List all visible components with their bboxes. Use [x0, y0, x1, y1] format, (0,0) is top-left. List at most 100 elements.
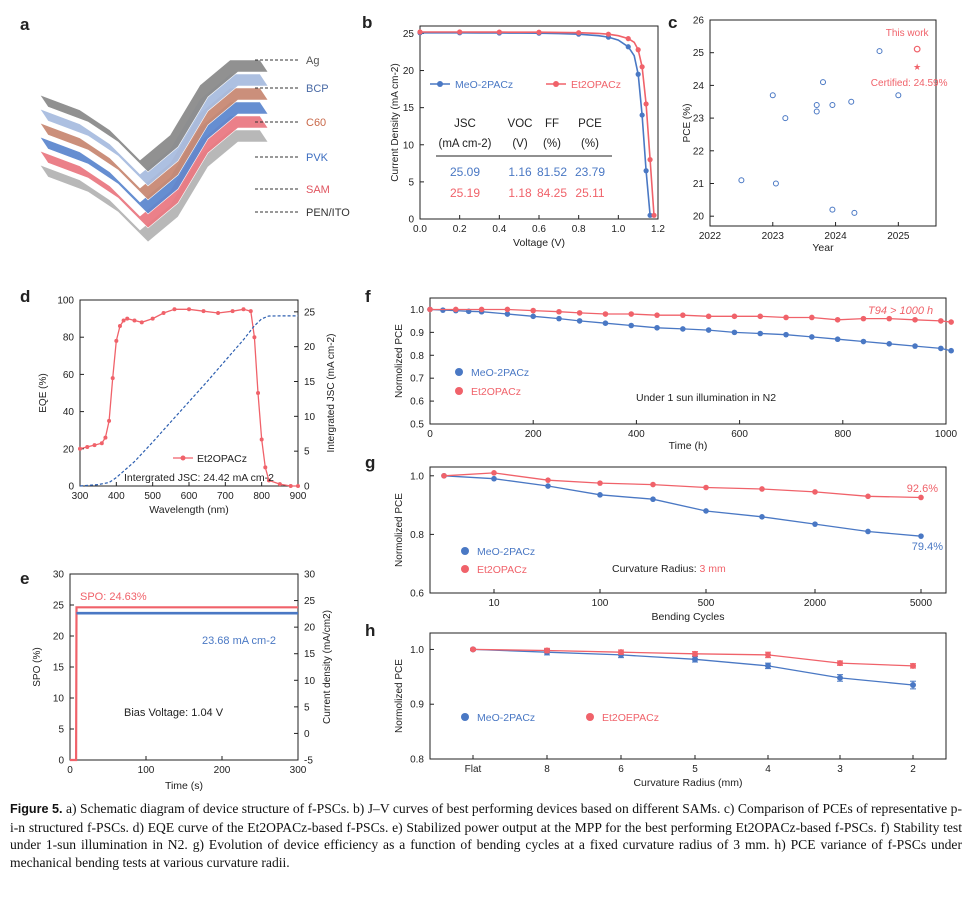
- eqe-point: [132, 318, 137, 323]
- legend-marker: [455, 387, 463, 395]
- data-point: [597, 480, 603, 486]
- data-point: [417, 29, 423, 35]
- x-tick-label: 500: [698, 598, 715, 609]
- x-tick-label: 400: [628, 429, 645, 440]
- scatter-point: [820, 79, 826, 86]
- y-tick-label: 1.0: [410, 305, 424, 316]
- series-line: [443, 475, 922, 537]
- data-point: [643, 101, 649, 107]
- eqe-point: [107, 418, 112, 423]
- data-point: [860, 338, 867, 345]
- data-point: [812, 489, 818, 495]
- eqe-line: [79, 308, 298, 487]
- x-tick-label: 0: [427, 429, 433, 440]
- data-point: [651, 212, 657, 218]
- x-axis-title: Time (h): [669, 440, 708, 452]
- y-tick-label: 25: [403, 29, 415, 40]
- y-tick-label: 0: [304, 482, 310, 493]
- x-axis-title: Voltage (V): [513, 237, 565, 249]
- x-tick-label: 700: [217, 491, 234, 502]
- eqe-point: [114, 338, 119, 343]
- data-point: [680, 326, 686, 332]
- layer-2: [39, 87, 269, 201]
- legend-marker: [180, 455, 186, 461]
- x-tick-label: 2023: [762, 231, 785, 242]
- data-point: [948, 347, 954, 354]
- eqe-point: [296, 484, 300, 488]
- layer-label: BCP: [306, 83, 329, 95]
- y-tick-label: 23: [693, 114, 705, 125]
- data-point: [834, 316, 841, 323]
- y-tick-label: 10: [304, 412, 316, 423]
- eqe-point: [266, 478, 271, 483]
- scatter-point: [738, 177, 745, 184]
- y-tick-label: 25: [304, 307, 316, 318]
- x-tick-label: 200: [214, 765, 231, 776]
- y-tick-label: 0.5: [410, 420, 424, 431]
- data-point: [680, 312, 686, 318]
- panel-letter: c: [668, 13, 677, 32]
- data-point: [491, 475, 497, 482]
- y-tick-label: 5: [408, 177, 414, 188]
- scatter-point: [851, 209, 858, 216]
- y-tick-label: 25: [304, 596, 316, 607]
- y-axis-title: Current Density (mA cm-2): [390, 63, 401, 181]
- caption-label: Figure 5.: [10, 802, 63, 816]
- y-tick-label: 0: [304, 729, 310, 740]
- data-point: [496, 29, 502, 35]
- data-point: [765, 662, 771, 669]
- data-point: [860, 315, 867, 322]
- certified-label: Certified: 24.59%: [871, 78, 948, 89]
- y-tick-label: 0.9: [410, 700, 424, 711]
- series-line: [430, 308, 952, 323]
- eqe-point: [139, 320, 144, 325]
- eqe-point: [150, 316, 155, 321]
- data-point: [544, 647, 550, 654]
- data-point: [918, 494, 924, 501]
- y2-axis-title: Intergrated JSC (mA cm-2): [326, 334, 337, 453]
- x-tick-label: 0.6: [532, 224, 546, 235]
- data-point: [731, 329, 738, 336]
- data-point: [918, 533, 924, 539]
- panel-letter: h: [365, 621, 375, 640]
- eqe-point: [103, 435, 108, 440]
- spo-label: SPO: 24.63%: [80, 591, 147, 603]
- panel-letter: g: [365, 453, 375, 472]
- eqe-point: [121, 318, 126, 323]
- y-tick-label: 5: [304, 447, 310, 458]
- data-point: [757, 313, 764, 320]
- x-tick-label: 1000: [935, 429, 958, 440]
- x-tick-label: 5000: [910, 598, 933, 609]
- x-tick-label: 2022: [699, 231, 722, 242]
- y-tick-label: 21: [693, 179, 705, 190]
- layer-5: [39, 129, 269, 243]
- x-tick-label: 10: [488, 598, 500, 609]
- layer-0: [39, 59, 269, 173]
- scatter-point: [769, 92, 776, 99]
- y-tick-label: 26: [693, 16, 705, 27]
- legend-marker: [455, 368, 463, 376]
- data-point: [639, 112, 645, 118]
- y-tick-label: 5: [304, 702, 310, 713]
- x-axis-title: Curvature Radius (mm): [633, 777, 742, 789]
- legend-label: MeO-2PACz: [477, 712, 535, 724]
- eqe-point: [85, 444, 90, 449]
- y-tick-label: 10: [304, 676, 316, 687]
- layer-3: [39, 101, 269, 215]
- stability-condition: Under 1 sun illumination in N2: [636, 392, 776, 404]
- legend-label: Et2OPACz: [571, 79, 621, 91]
- legend-label: MeO-2PACz: [455, 79, 513, 91]
- table-cell: 23.79: [575, 165, 605, 179]
- x-tick-label: 0: [67, 765, 73, 776]
- data-point: [618, 649, 624, 656]
- eqe-point: [230, 309, 235, 314]
- y-tick-label: 100: [57, 296, 74, 307]
- data-point: [912, 316, 918, 323]
- eqe-point: [256, 391, 261, 395]
- data-point: [453, 306, 459, 313]
- eqe-point: [172, 307, 177, 312]
- data-point: [576, 318, 583, 324]
- table-cell: 25.19: [450, 186, 480, 200]
- data-point: [757, 330, 764, 337]
- bending-condition: Curvature Radius: 3 mm: [612, 563, 726, 575]
